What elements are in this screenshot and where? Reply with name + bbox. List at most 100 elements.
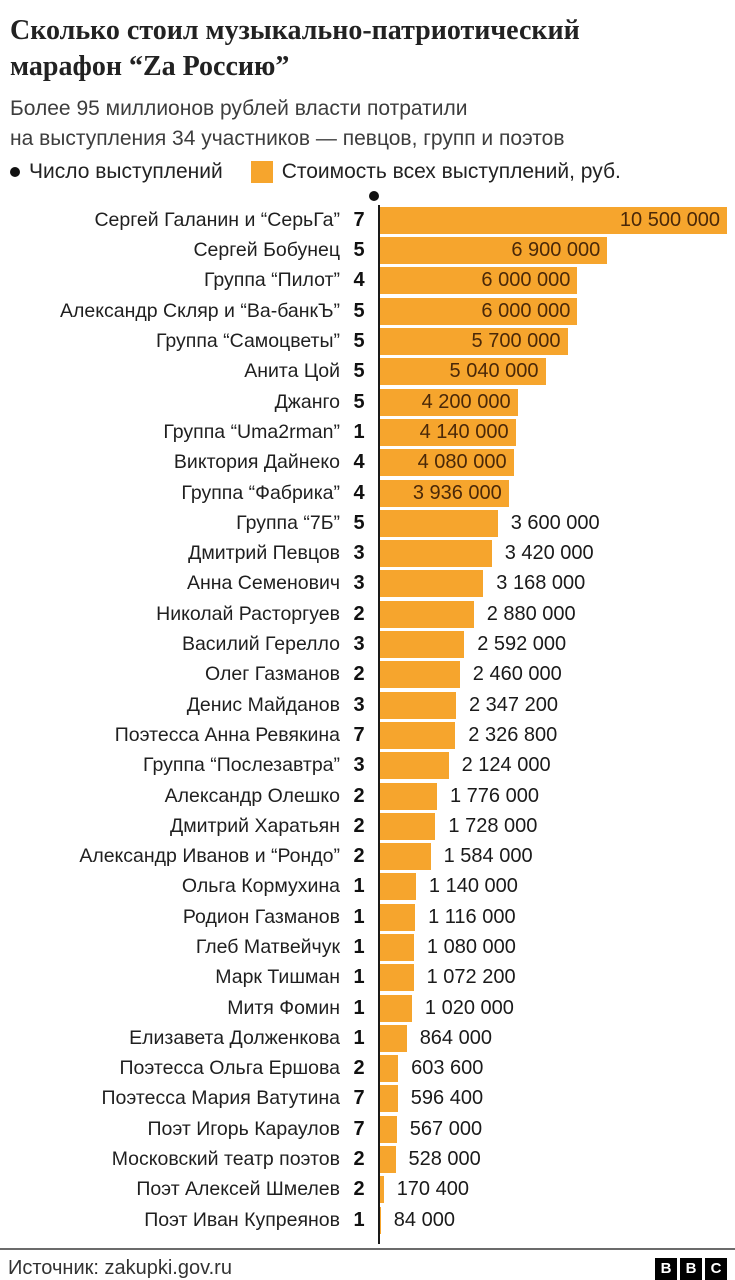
- performance-count: 2: [353, 663, 365, 686]
- cost-bar: [378, 933, 414, 961]
- chart-row: Денис Майданов 3 2 347 200: [0, 690, 735, 720]
- bar-area: 3 600 000: [378, 509, 735, 537]
- cost-value-label: 2 124 000: [461, 754, 551, 777]
- performance-count: 5: [353, 390, 365, 413]
- participant-name: Виктория Дайнеко: [173, 451, 340, 474]
- cost-bar: [378, 570, 484, 598]
- chart-row: Митя Фомин 1 1 020 000: [0, 993, 735, 1023]
- chart-row: Николай Расторгуев 2 2 880 000: [0, 599, 735, 629]
- participant-name: Группа “Самоцветы”: [155, 330, 340, 353]
- cost-value-label: 10 500 000: [619, 208, 720, 231]
- participant-name: Александр Скляр и “Ва-банкЪ”: [60, 299, 340, 322]
- performance-count: 3: [353, 754, 365, 777]
- bar-area: 567 000: [378, 1115, 735, 1143]
- participant-name: Московский театр поэтов: [111, 1148, 340, 1171]
- chart-row: Ольга Кормухина 1 1 140 000: [0, 872, 735, 902]
- participant-name: Денис Майданов: [186, 693, 340, 716]
- bar-area: 596 400: [378, 1085, 735, 1113]
- chart-row: Анита Цой 5 5 040 000: [0, 357, 735, 387]
- bar-area: 1 116 000: [378, 903, 735, 931]
- page-title: Сколько стоил музыкально-патриотический …: [10, 15, 580, 83]
- performance-count: 4: [353, 451, 365, 474]
- chart-row: Поэтесса Мария Ватутина 7 596 400: [0, 1084, 735, 1114]
- participant-name: Группа “7Б”: [236, 511, 340, 534]
- bar-area: 5 700 000: [378, 328, 735, 356]
- participant-name: Группа “Послезавтра”: [143, 754, 340, 777]
- chart-row: Сергей Бобунец 5 6 900 000: [0, 236, 735, 266]
- performance-count: 2: [353, 1178, 365, 1201]
- chart-row: Сергей Галанин и “СерьГа” 7 10 500 000: [0, 205, 735, 235]
- cost-value-label: 528 000: [408, 1148, 481, 1171]
- performance-count: 7: [353, 1117, 365, 1140]
- cost-bar: [378, 752, 449, 780]
- cost-value-label: 603 600: [411, 1057, 484, 1080]
- performance-count: 2: [353, 1148, 365, 1171]
- cost-bar: 6 900 000: [378, 237, 608, 265]
- cost-bar: 10 500 000: [378, 206, 727, 234]
- cost-value-label: 5 040 000: [449, 360, 539, 383]
- cost-value-label: 170 400: [396, 1178, 469, 1201]
- bar-area: 864 000: [378, 1024, 735, 1052]
- bar-area: 1 728 000: [378, 812, 735, 840]
- cost-value-label: 3 936 000: [412, 481, 502, 504]
- performance-count: 7: [353, 1087, 365, 1110]
- cost-value-label: 1 140 000: [428, 875, 518, 898]
- participant-name: Сергей Бобунец: [193, 239, 340, 262]
- performance-count: 3: [353, 542, 365, 565]
- bbc-logo-letter: B: [655, 1257, 677, 1280]
- bar-area: 2 326 800: [378, 721, 735, 749]
- header: Сколько стоил музыкально-патриотический …: [0, 13, 735, 202]
- cost-bar: [378, 964, 414, 992]
- participant-name: Ольга Кормухина: [181, 875, 340, 898]
- cost-bar: [378, 1146, 396, 1174]
- performance-count: 1: [353, 420, 365, 443]
- cost-bar: [378, 1024, 407, 1052]
- participant-name: Александр Иванов и “Рондо”: [79, 845, 340, 868]
- chart-row: Поэт Игорь Караулов 7 567 000: [0, 1114, 735, 1144]
- cost-value-label: 1 080 000: [426, 935, 516, 958]
- cost-bar: [378, 509, 498, 537]
- bar-area: 6 000 000: [378, 267, 735, 295]
- chart-row: Анна Семенович 3 3 168 000: [0, 569, 735, 599]
- cost-value-label: 4 080 000: [417, 451, 507, 474]
- performance-count: 1: [353, 1026, 365, 1049]
- cost-value-label: 6 000 000: [481, 269, 571, 292]
- footer-divider: [0, 1248, 735, 1251]
- cost-value-label: 864 000: [419, 1026, 492, 1049]
- cost-value-label: 6 000 000: [481, 299, 571, 322]
- cost-value-label: 84 000: [393, 1208, 455, 1231]
- performance-count: 1: [353, 966, 365, 989]
- cost-bar: [378, 1115, 397, 1143]
- cost-bar: 4 080 000: [378, 449, 514, 477]
- participant-name: Родион Газманов: [182, 905, 340, 928]
- cost-value-label: 4 140 000: [419, 420, 509, 443]
- cost-bar: [378, 721, 456, 749]
- bar-area: 3 936 000: [378, 479, 735, 507]
- cost-bar: [378, 600, 474, 628]
- axis-line: [378, 205, 380, 1245]
- cost-value-label: 3 420 000: [504, 542, 594, 565]
- chart-row: Группа “Самоцветы” 5 5 700 000: [0, 326, 735, 356]
- performance-count: 7: [353, 208, 365, 231]
- participant-name: Группа “Пилот”: [203, 269, 340, 292]
- chart-row: Родион Газманов 1 1 116 000: [0, 902, 735, 932]
- cost-value-label: 1 116 000: [428, 905, 516, 928]
- cost-bar: 6 000 000: [378, 267, 578, 295]
- performance-count: 2: [353, 814, 365, 837]
- bar-chart: Сергей Галанин и “СерьГа” 7 10 500 000 Серг…: [0, 205, 735, 1245]
- chart-row: Поэтесса Ольга Ершова 2 603 600: [0, 1054, 735, 1084]
- participant-name: Дмитрий Певцов: [188, 542, 340, 565]
- cost-value-label: 1 728 000: [448, 814, 538, 837]
- footer: Источник: zakupki.gov.ru B B C: [0, 1250, 735, 1280]
- participant-name: Группа “Uma2rman”: [163, 420, 340, 443]
- cost-bar: [378, 903, 416, 931]
- bar-area: 10 500 000: [378, 206, 735, 234]
- chart-row: Группа “Фабрика” 4 3 936 000: [0, 478, 735, 508]
- performance-count: 7: [353, 723, 365, 746]
- cost-value-label: 1 072 200: [426, 966, 516, 989]
- performance-count: 3: [353, 633, 365, 656]
- performance-count: 2: [353, 1057, 365, 1080]
- count-column-dot-icon: [369, 191, 379, 202]
- performance-count: 5: [353, 239, 365, 262]
- cost-value-label: 5 700 000: [471, 330, 561, 353]
